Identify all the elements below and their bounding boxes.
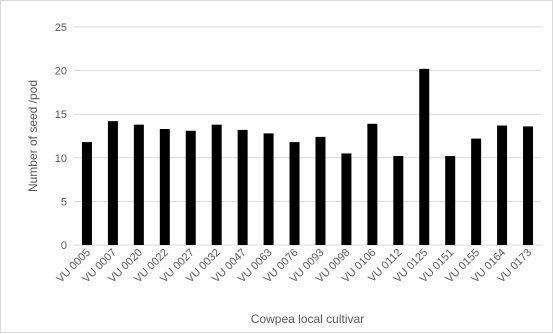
y-tick-label: 5 bbox=[61, 196, 67, 208]
y-axis-ticks: 0 5 10 15 20 25 bbox=[55, 22, 67, 252]
bar bbox=[238, 130, 248, 245]
bar bbox=[186, 131, 196, 245]
bars bbox=[82, 69, 533, 245]
y-axis-title: Number of seed /pod bbox=[26, 80, 40, 192]
bar bbox=[497, 126, 507, 245]
y-tick-label: 10 bbox=[55, 153, 67, 165]
bar bbox=[419, 69, 429, 245]
bar bbox=[290, 142, 300, 245]
bar bbox=[393, 156, 403, 245]
bar bbox=[341, 153, 351, 245]
bar bbox=[315, 137, 325, 245]
bar bbox=[134, 125, 144, 245]
bar bbox=[212, 125, 222, 245]
bar bbox=[445, 156, 455, 245]
bar bbox=[82, 142, 92, 245]
bar bbox=[367, 124, 377, 245]
bar bbox=[523, 126, 533, 245]
x-axis-title: Cowpea local cultivar bbox=[251, 312, 364, 326]
bar bbox=[264, 133, 274, 245]
bar bbox=[471, 139, 481, 245]
y-tick-label: 0 bbox=[61, 240, 67, 252]
bar bbox=[160, 129, 170, 245]
y-tick-label: 20 bbox=[55, 66, 67, 78]
y-tick-label: 15 bbox=[55, 109, 67, 121]
bar bbox=[108, 121, 118, 245]
y-tick-label: 25 bbox=[55, 22, 67, 34]
gridlines bbox=[74, 27, 541, 245]
